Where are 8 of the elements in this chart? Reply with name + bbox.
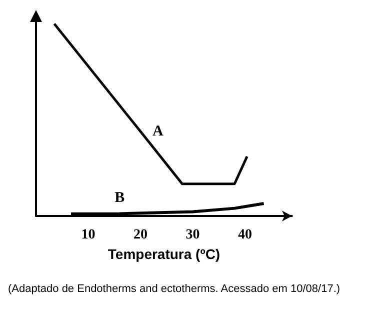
x-tick-label: 10 bbox=[81, 228, 96, 242]
x-tick-label: 30 bbox=[186, 228, 200, 242]
text: (Adaptado de Endotherms and ectotherms. Acessado em 10/08/17.) bbox=[8, 283, 342, 296]
series-label: A bbox=[152, 123, 164, 140]
series-label: B bbox=[114, 190, 125, 206]
x-axis-title: Temperatura (ºC) bbox=[108, 246, 220, 262]
x-tick-label: 40 bbox=[238, 228, 252, 242]
x-tick-label: 20 bbox=[133, 228, 148, 242]
